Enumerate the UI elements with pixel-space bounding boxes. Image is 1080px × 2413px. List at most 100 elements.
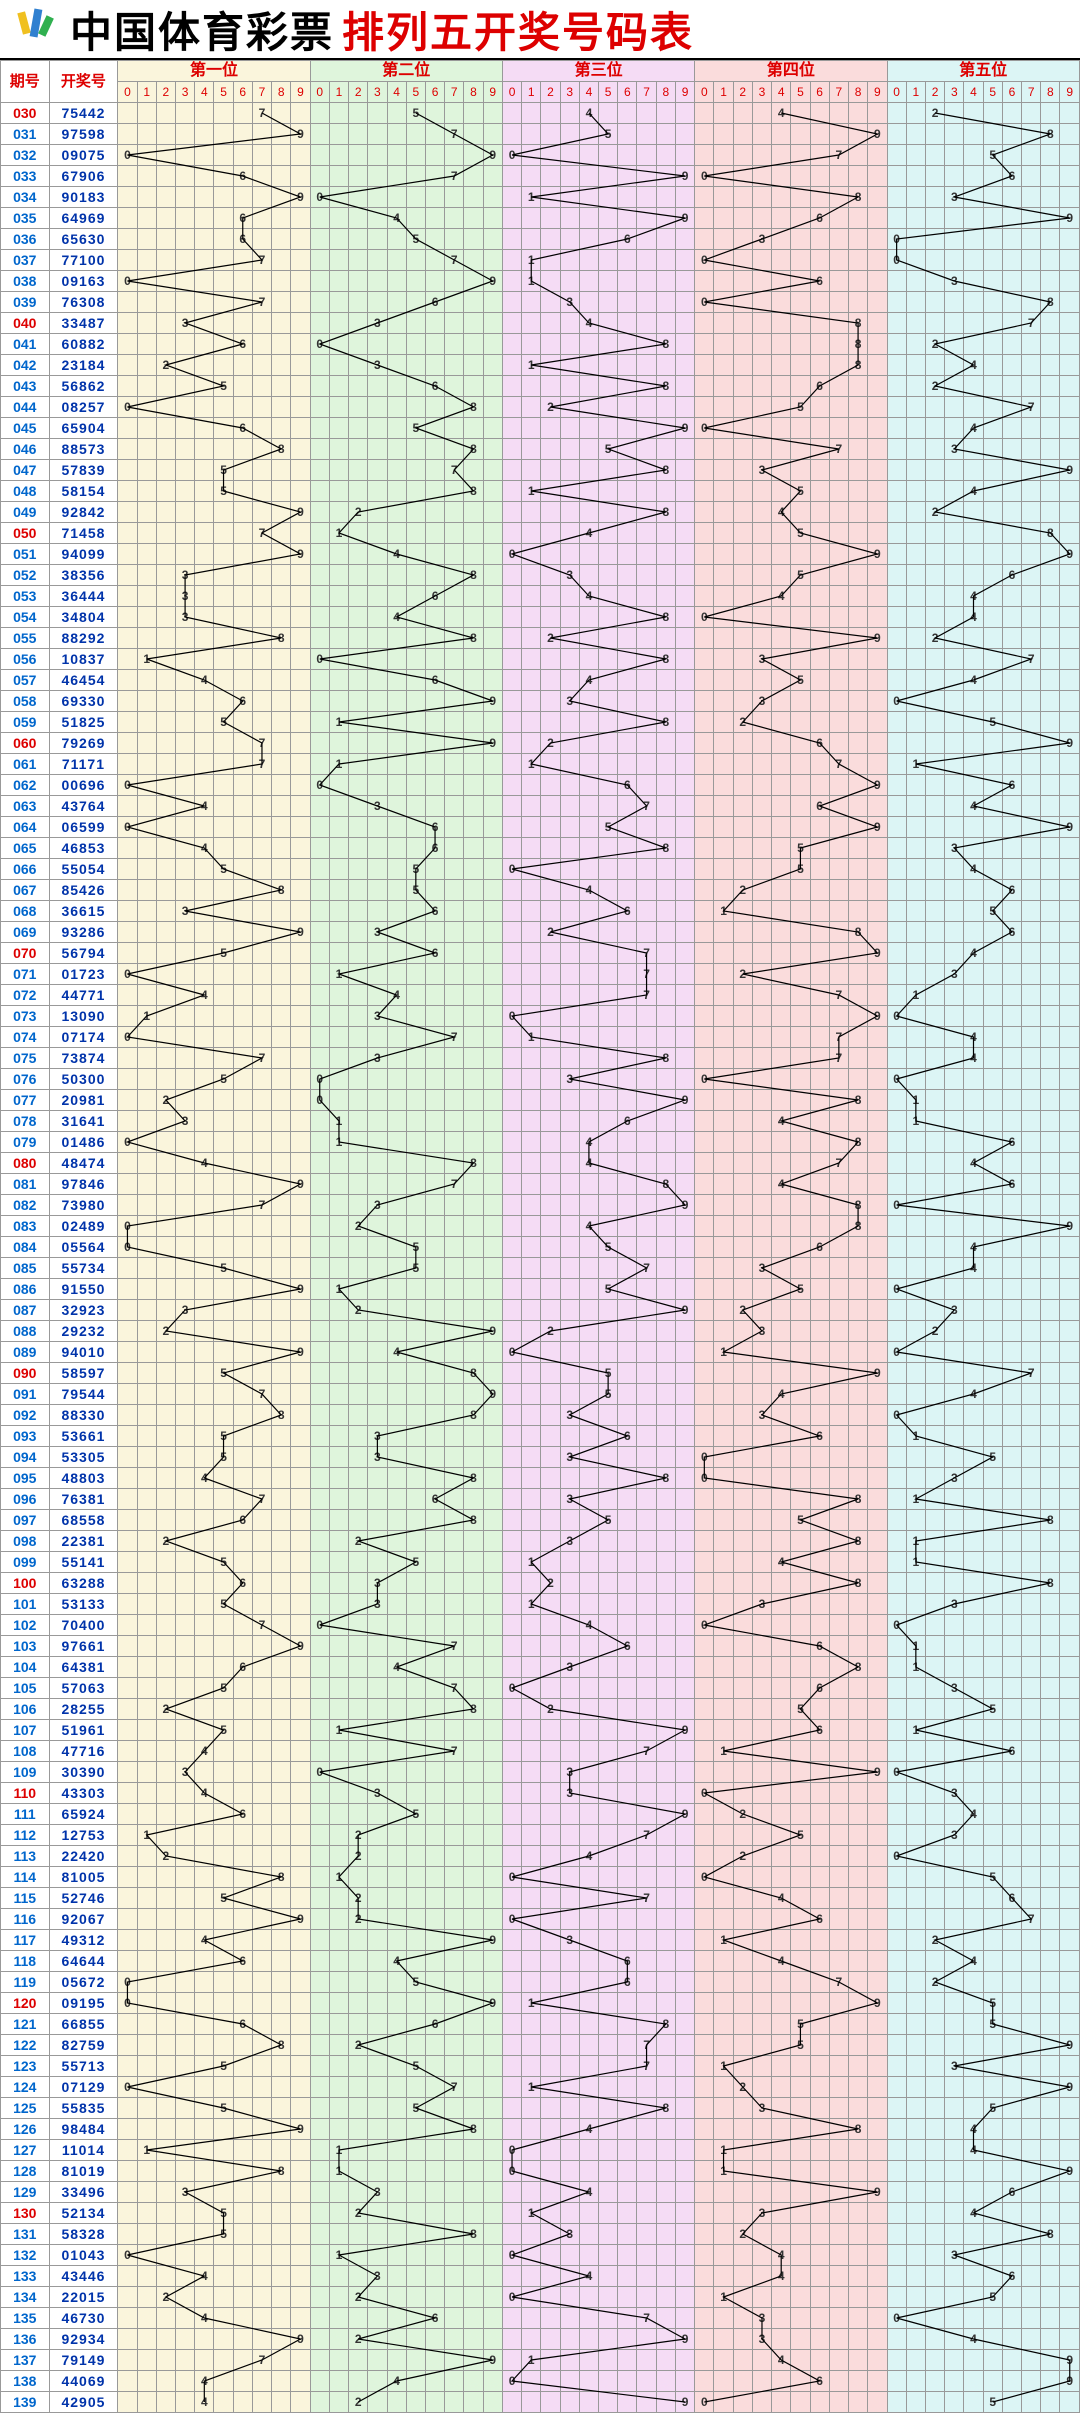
digit-cell: [175, 1972, 194, 1993]
digit-cell: [925, 460, 944, 481]
digit-cell: 5: [983, 901, 1002, 922]
digit-cell: [137, 1132, 156, 1153]
digit-cell: [791, 1405, 810, 1426]
digit-cell: [502, 1321, 521, 1342]
period-cell: 068: [1, 901, 50, 922]
digit-cell: 3: [368, 796, 387, 817]
digit-cell: [214, 1930, 233, 1951]
digit-cell: 7: [1022, 1909, 1041, 1930]
digit-cell: [1022, 523, 1041, 544]
digit-cell: [675, 1258, 694, 1279]
digit-cell: [945, 523, 964, 544]
digit-cell: [349, 187, 368, 208]
digit-cell: [156, 1657, 175, 1678]
digit-cell: [329, 229, 348, 250]
digit-cell: [983, 1804, 1002, 1825]
digit-cell: [1041, 1195, 1060, 1216]
digit-cell: [714, 943, 733, 964]
digit-cell: [368, 901, 387, 922]
digit-cell: [368, 628, 387, 649]
digit-cell: [829, 796, 848, 817]
digit-cell: [599, 1132, 618, 1153]
digit-cell: [829, 208, 848, 229]
digit-cell: [137, 481, 156, 502]
digit-cell: [233, 1069, 252, 1090]
digit-cell: [310, 103, 329, 124]
digit-cell: [714, 1300, 733, 1321]
digit-cell: [887, 754, 906, 775]
digit-cell: 6: [1002, 1741, 1021, 1762]
digit-cell: [733, 1216, 752, 1237]
digit-cell: [772, 1972, 791, 1993]
digit-cell: [599, 208, 618, 229]
digit-cell: [137, 922, 156, 943]
digit-cell: [1022, 1678, 1041, 1699]
digit-cell: 3: [945, 838, 964, 859]
digit-cell: [829, 1447, 848, 1468]
digit-cell: [156, 565, 175, 586]
digit-cell: [310, 292, 329, 313]
digit-cell: [695, 502, 714, 523]
digit-cell: [695, 1195, 714, 1216]
digit-cell: [906, 250, 925, 271]
digit-cell: [848, 1825, 867, 1846]
digit-cell: [579, 565, 598, 586]
digit-cell: [329, 880, 348, 901]
digit-cell: [829, 1174, 848, 1195]
digit-cell: [791, 1489, 810, 1510]
digit-cell: [214, 796, 233, 817]
digit-cell: 5: [599, 1279, 618, 1300]
digit-cell: [675, 1279, 694, 1300]
digit-cell: [156, 1552, 175, 1573]
digit-cell: 4: [387, 1657, 406, 1678]
digit-cell: [925, 1048, 944, 1069]
digit-cell: [752, 1951, 771, 1972]
digit-cell: 1: [329, 1111, 348, 1132]
digit-cell: [810, 1258, 829, 1279]
digit-cell: 1: [522, 1993, 541, 2014]
digit-cell: [541, 1405, 560, 1426]
digit-cell: [349, 1972, 368, 1993]
digit-cell: 8: [464, 481, 483, 502]
digit-cell: [310, 964, 329, 985]
digit-cell: [1060, 1111, 1080, 1132]
digit-cell: [464, 880, 483, 901]
digit-cell: [637, 1216, 656, 1237]
digit-cell: [925, 1447, 944, 1468]
digit-cell: 4: [387, 1342, 406, 1363]
digit-cell: [502, 1531, 521, 1552]
digit-cell: [368, 880, 387, 901]
digit-cell: 5: [599, 439, 618, 460]
digit-cell: 0: [887, 250, 906, 271]
digit-header-cell: 6: [233, 82, 252, 103]
number-cell: 36444: [49, 586, 118, 607]
digit-cell: [983, 1027, 1002, 1048]
digit-cell: [1041, 439, 1060, 460]
digit-cell: [272, 1426, 291, 1447]
digit-cell: [1022, 691, 1041, 712]
digit-cell: [310, 1489, 329, 1510]
digit-cell: [848, 1762, 867, 1783]
digit-cell: [291, 1657, 310, 1678]
digit-cell: [137, 2035, 156, 2056]
digit-cell: 1: [522, 1552, 541, 1573]
digit-cell: 9: [675, 1720, 694, 1741]
digit-cell: [848, 1699, 867, 1720]
digit-cell: [791, 775, 810, 796]
digit-cell: [887, 1132, 906, 1153]
digit-cell: [349, 1678, 368, 1699]
digit-cell: [310, 439, 329, 460]
digit-header-cell: 7: [445, 82, 464, 103]
digit-cell: [560, 481, 579, 502]
digit-cell: [175, 1993, 194, 2014]
digit-cell: [618, 607, 637, 628]
digit-cell: [791, 1300, 810, 1321]
digit-cell: [214, 1615, 233, 1636]
digit-cell: [1041, 964, 1060, 985]
digit-cell: [656, 565, 675, 586]
digit-cell: [214, 1090, 233, 1111]
digit-cell: [714, 1405, 733, 1426]
digit-cell: [733, 124, 752, 145]
digit-cell: [733, 2035, 752, 2056]
digit-cell: 6: [810, 1909, 829, 1930]
